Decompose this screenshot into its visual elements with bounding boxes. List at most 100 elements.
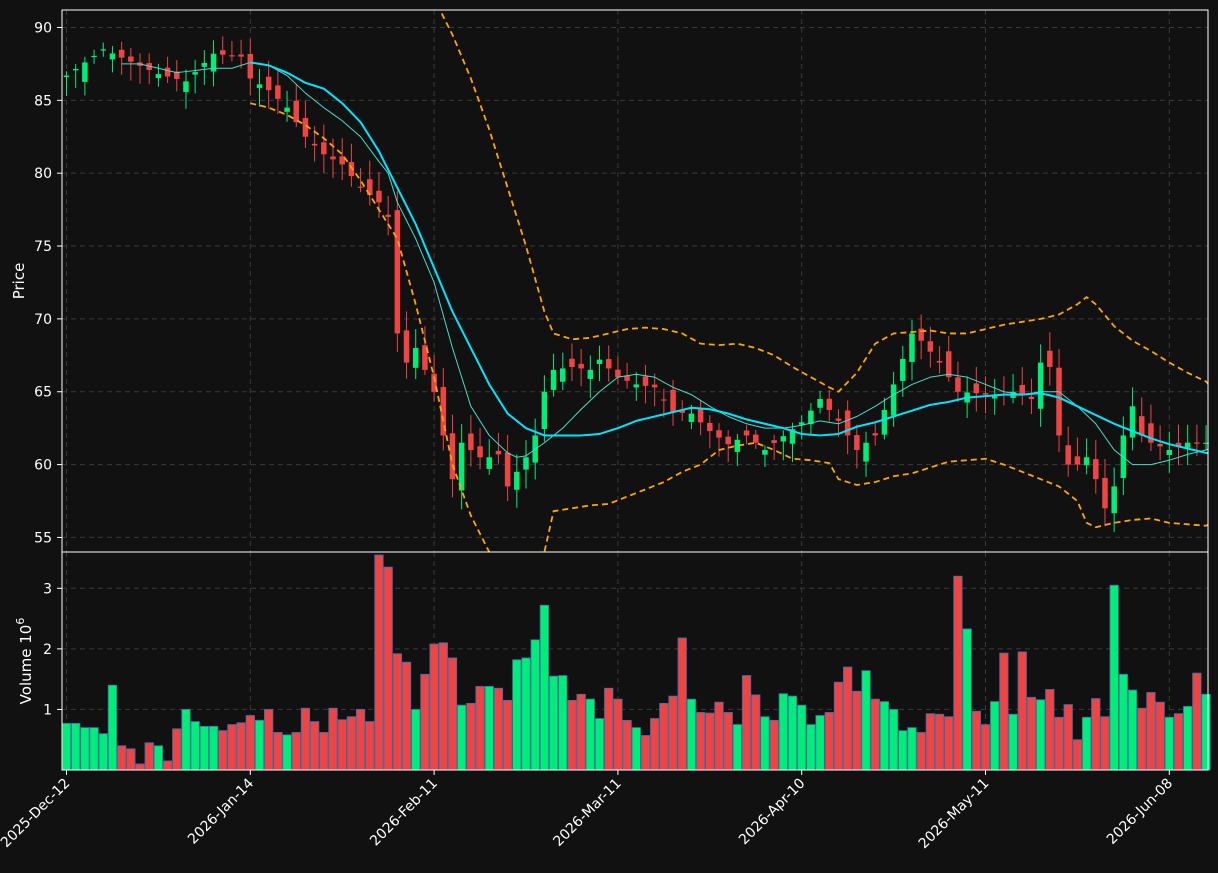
- candle-body: [679, 409, 685, 413]
- volume-bar: [677, 637, 687, 771]
- volume-bar: [1183, 706, 1193, 771]
- volume-bar: [898, 730, 908, 771]
- candle-body: [569, 358, 575, 367]
- candle-body: [596, 359, 603, 364]
- candle-body: [128, 56, 134, 62]
- volume-bar: [962, 628, 972, 771]
- volume-bar: [107, 684, 118, 771]
- volume-bar: [1201, 693, 1211, 771]
- volume-bar: [319, 732, 329, 771]
- volume-bar: [80, 727, 90, 771]
- price-tick-label: 55: [34, 530, 52, 546]
- volume-bar: [705, 712, 715, 771]
- volume-bar: [208, 725, 219, 771]
- candle-body: [587, 369, 594, 379]
- volume-bar: [355, 709, 366, 771]
- candle-body: [1111, 486, 1117, 514]
- candle-body: [743, 430, 750, 436]
- candle-body: [854, 435, 860, 451]
- volume-bar: [420, 673, 430, 771]
- volume-bar: [291, 732, 301, 771]
- candle-body: [872, 433, 878, 436]
- volume-bar: [861, 670, 871, 771]
- volume-bar: [971, 710, 981, 771]
- candle-body: [1203, 442, 1209, 444]
- volume-bar: [769, 719, 779, 771]
- candle-body: [1157, 443, 1163, 447]
- candle-body: [91, 55, 97, 58]
- volume-bar: [925, 713, 935, 771]
- candle-body: [670, 389, 676, 413]
- candle-body: [661, 399, 667, 401]
- volume-bar: [447, 657, 458, 771]
- candle-body: [605, 359, 612, 369]
- volume-bar: [815, 715, 825, 771]
- volume-bar: [539, 604, 550, 771]
- candle-body: [72, 69, 79, 71]
- volume-bar: [365, 721, 375, 771]
- volume-bar: [916, 732, 926, 771]
- x-tick-label: 2026-May-11: [916, 776, 993, 853]
- price-tick-label: 60: [34, 458, 52, 474]
- candle-body: [192, 72, 198, 75]
- candle-body: [155, 74, 162, 79]
- candle-body: [514, 471, 520, 490]
- volume-bars: [61, 554, 1211, 771]
- volume-bar: [613, 698, 623, 771]
- candle-body: [183, 81, 189, 93]
- volume-bar: [824, 712, 834, 771]
- volume-bar: [199, 725, 209, 771]
- candle-body: [1065, 445, 1071, 465]
- volume-bar: [714, 701, 724, 771]
- volume-bar: [392, 653, 402, 771]
- volume-bar: [1146, 692, 1156, 771]
- candle-body: [1083, 457, 1090, 466]
- volume-bar: [1109, 584, 1119, 771]
- candle-body: [468, 433, 474, 451]
- volume-bar: [797, 704, 807, 771]
- volume-bar: [852, 690, 862, 771]
- candle-body: [284, 107, 290, 112]
- price-panel: [62, 10, 1208, 552]
- volume-bar: [1081, 716, 1092, 771]
- volume-bar: [1045, 689, 1055, 771]
- volume-bar: [1008, 713, 1018, 771]
- candle-body: [82, 62, 88, 82]
- candle-body: [633, 384, 640, 388]
- volume-bar: [401, 661, 412, 771]
- candle-body: [752, 434, 759, 443]
- volume-bar: [98, 733, 108, 771]
- volume-bar: [659, 702, 669, 771]
- price-tick-label: 75: [34, 239, 52, 255]
- volume-bar: [411, 709, 421, 771]
- price-tick-label: 80: [34, 166, 52, 182]
- volume-bar: [530, 639, 540, 771]
- volume-bar: [1072, 739, 1083, 771]
- band-lower-line: [250, 102, 1208, 552]
- candle-body: [385, 214, 391, 217]
- volume-bar: [686, 698, 697, 771]
- candle-body: [1056, 367, 1062, 436]
- volume-bar: [484, 686, 494, 771]
- candle-body: [927, 341, 934, 352]
- candle-body: [789, 429, 796, 444]
- ma-slow-line: [250, 61, 1208, 455]
- candle-body: [164, 67, 171, 77]
- candle-body: [174, 71, 180, 79]
- candle-body: [1194, 442, 1200, 444]
- candle-body: [890, 384, 897, 416]
- volume-bar: [870, 698, 880, 771]
- volume-bar: [843, 666, 853, 771]
- volume-bar: [1054, 716, 1064, 771]
- volume-bar: [1063, 704, 1073, 771]
- volume-bar: [310, 721, 320, 771]
- candle-body: [504, 452, 511, 487]
- candle-body: [1148, 423, 1154, 443]
- volume-bar: [650, 718, 660, 771]
- candle-body: [1047, 350, 1053, 367]
- volume-bar: [622, 719, 632, 771]
- candle-body: [973, 383, 980, 394]
- candle-body: [826, 398, 833, 410]
- volume-bar: [457, 704, 467, 771]
- volume-bar: [71, 722, 81, 771]
